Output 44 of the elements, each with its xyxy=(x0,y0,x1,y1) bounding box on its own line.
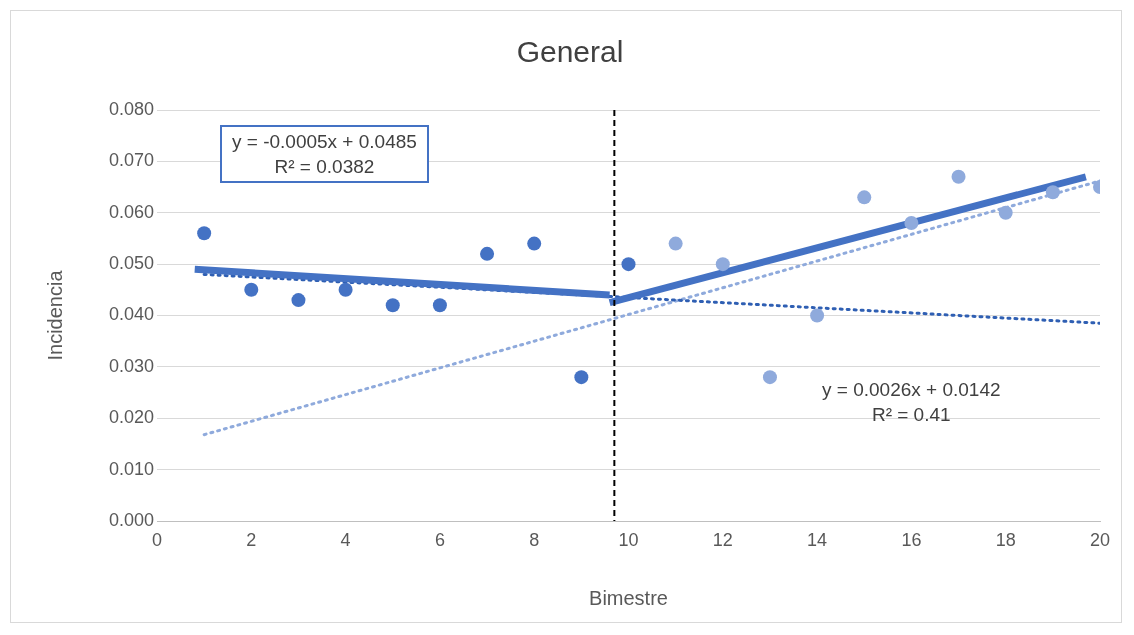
x-tick-label: 18 xyxy=(995,529,1016,550)
x-tick-label: 0 xyxy=(151,529,163,550)
annotation: y = -0.0005x + 0.0485 R² = 0.0382 xyxy=(220,125,429,183)
y-tick-label: 0.000 xyxy=(108,509,154,530)
point xyxy=(480,246,495,261)
y-tick-label: 0.060 xyxy=(108,201,154,222)
point xyxy=(668,236,683,251)
y-tick-label: 0.050 xyxy=(108,253,154,274)
point xyxy=(762,370,777,385)
point xyxy=(810,308,825,323)
point xyxy=(197,226,212,241)
chart-title: General xyxy=(516,35,624,69)
x-tick-label: 12 xyxy=(712,529,733,550)
point xyxy=(1045,185,1060,200)
point xyxy=(574,370,589,385)
y-tick-label: 0.040 xyxy=(108,304,154,325)
x-tick-label: 8 xyxy=(529,529,540,550)
point xyxy=(291,293,306,308)
y-axis-title: Incidencia xyxy=(43,269,66,361)
point xyxy=(432,298,447,313)
x-tick-label: 14 xyxy=(807,529,828,550)
y-tick-label: 0.020 xyxy=(108,407,154,428)
x-tick-label: 10 xyxy=(618,529,639,550)
x-tick-label: 4 xyxy=(340,529,351,550)
annotation: y = 0.0026x + 0.0142 R² = 0.41 xyxy=(822,378,1001,427)
x-tick-label: 2 xyxy=(246,529,257,550)
y-tick-label: 0.070 xyxy=(108,150,154,171)
point xyxy=(715,257,730,272)
y-tick-label: 0.080 xyxy=(108,98,154,119)
x-tick-label: 20 xyxy=(1089,529,1111,550)
point xyxy=(621,257,636,272)
x-axis-title: Bimestre xyxy=(589,586,668,609)
point xyxy=(951,169,966,184)
point xyxy=(385,298,400,313)
point xyxy=(338,282,353,297)
y-tick-label: 0.030 xyxy=(108,355,154,376)
point xyxy=(998,205,1013,220)
y-tick-label: 0.010 xyxy=(108,458,154,479)
x-tick-label: 6 xyxy=(434,529,445,550)
point xyxy=(904,216,919,231)
point xyxy=(857,190,872,205)
point xyxy=(244,282,259,297)
x-tick-label: 16 xyxy=(901,529,922,550)
point xyxy=(527,236,542,251)
